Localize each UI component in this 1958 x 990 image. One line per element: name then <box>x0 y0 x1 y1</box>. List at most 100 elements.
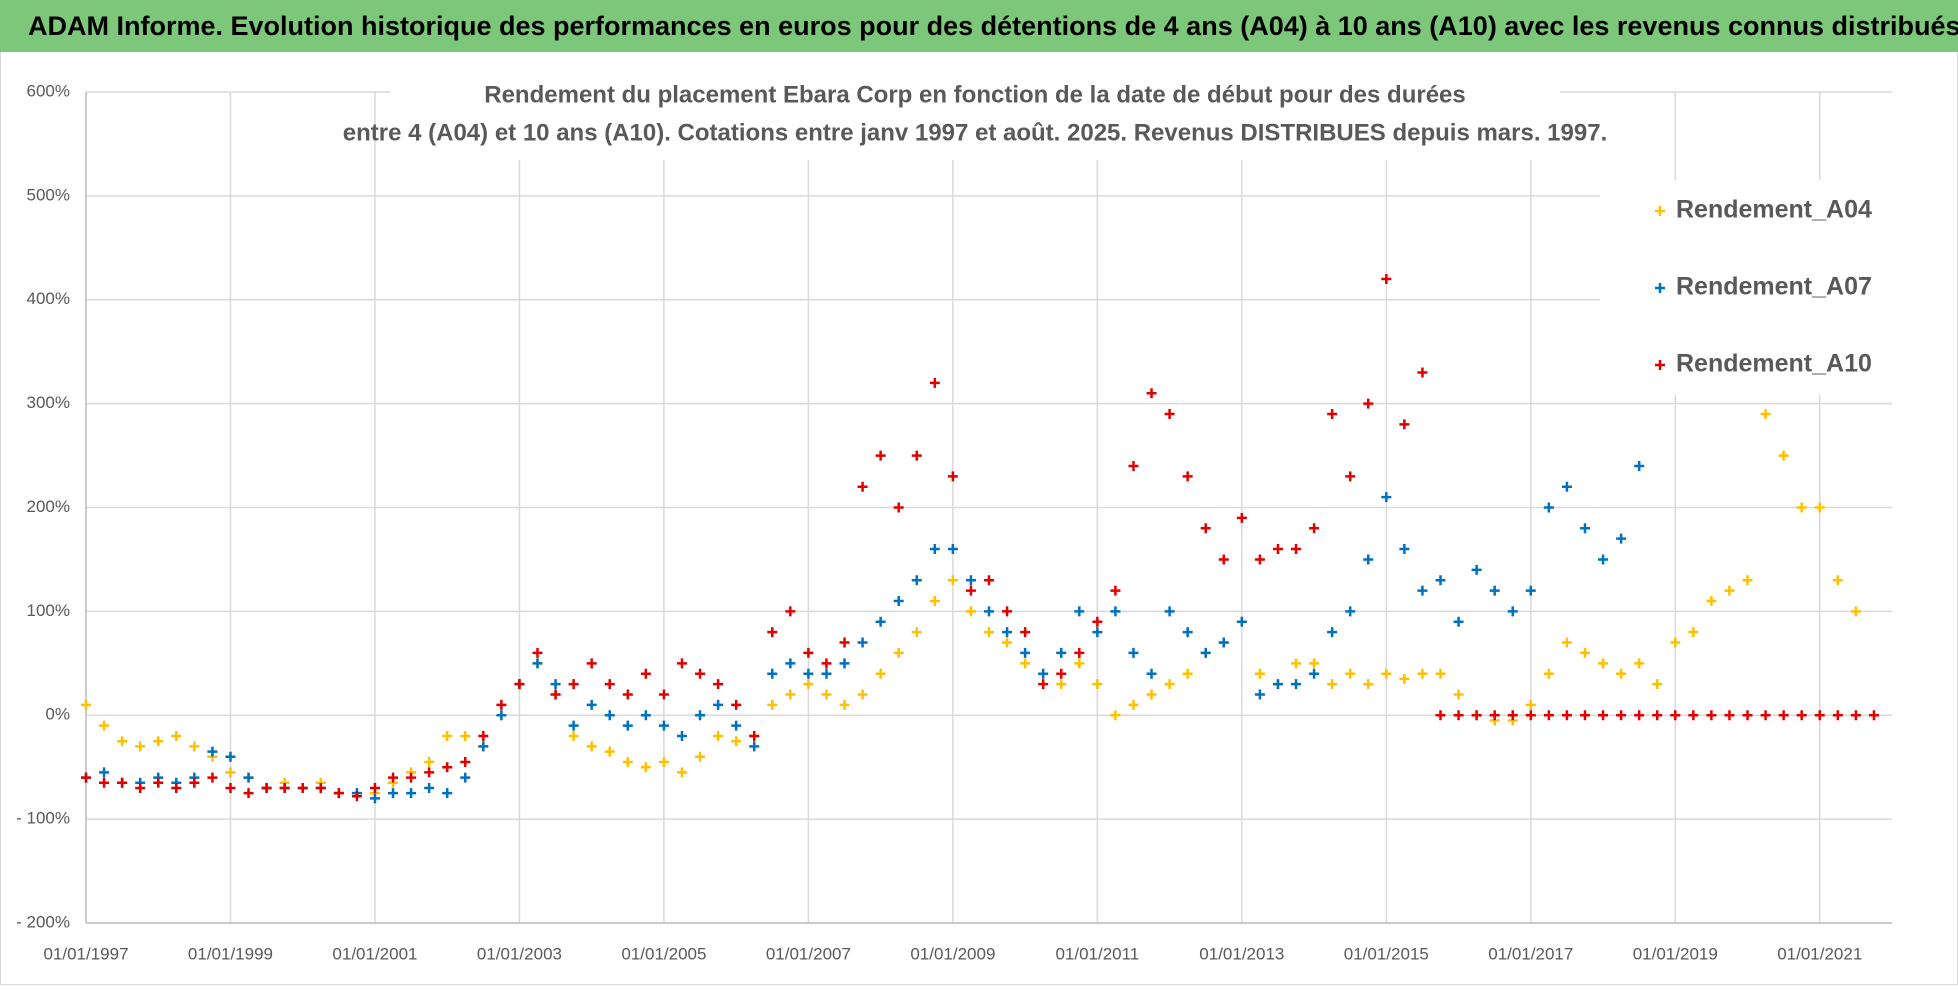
legend-label: Rendement_A07 <box>1676 273 1872 301</box>
point <box>731 699 742 710</box>
point <box>1832 575 1843 586</box>
point <box>406 788 417 799</box>
point <box>1092 679 1103 690</box>
point <box>279 782 290 793</box>
point <box>984 575 994 586</box>
point <box>658 756 669 767</box>
point <box>297 782 308 793</box>
point <box>1345 668 1356 679</box>
point <box>1092 616 1103 627</box>
point <box>803 679 814 690</box>
point <box>911 575 922 586</box>
point <box>1218 637 1229 648</box>
point <box>1814 710 1825 721</box>
point <box>1507 606 1518 617</box>
point <box>207 746 218 757</box>
x-tick-label: 01/01/1999 <box>188 944 273 963</box>
point <box>893 502 904 513</box>
point <box>1218 554 1229 565</box>
point <box>676 731 687 742</box>
point <box>911 627 922 638</box>
point <box>767 627 778 638</box>
point <box>189 777 200 788</box>
point <box>99 777 110 788</box>
point <box>406 772 417 783</box>
point <box>676 658 687 669</box>
point <box>857 481 868 492</box>
point <box>496 699 507 710</box>
point <box>388 772 399 783</box>
point <box>929 595 940 606</box>
point <box>1146 668 1157 679</box>
point <box>1128 699 1139 710</box>
point <box>1399 673 1410 684</box>
point <box>1435 668 1446 679</box>
point <box>1850 606 1861 617</box>
point <box>369 793 380 804</box>
point <box>1291 679 1302 690</box>
point <box>568 731 579 742</box>
point <box>1688 627 1699 638</box>
legend-label: Rendement_A04 <box>1676 196 1872 224</box>
point <box>315 782 326 793</box>
point <box>1020 627 1031 638</box>
point <box>1002 637 1013 648</box>
point <box>1778 450 1789 461</box>
point <box>1363 679 1374 690</box>
point <box>857 637 868 648</box>
point <box>695 710 706 721</box>
point <box>1309 668 1320 679</box>
point <box>117 736 128 747</box>
point <box>893 595 904 606</box>
y-tick-label: 300% <box>27 393 70 412</box>
point <box>1616 533 1627 544</box>
point <box>1074 606 1085 617</box>
y-tick-label: 200% <box>27 497 70 516</box>
legend-marker <box>1655 360 1665 370</box>
point <box>1074 647 1085 658</box>
point <box>1309 658 1320 669</box>
point <box>460 731 471 742</box>
point <box>117 777 128 788</box>
point <box>1146 388 1157 399</box>
point <box>1236 616 1247 627</box>
point <box>1002 627 1013 638</box>
point <box>713 679 724 690</box>
point <box>604 746 615 757</box>
point <box>1814 502 1825 513</box>
point <box>1688 710 1699 721</box>
point <box>785 658 796 669</box>
point <box>984 627 994 638</box>
x-tick-label: 01/01/2001 <box>332 944 417 963</box>
point <box>875 616 886 627</box>
point <box>1652 679 1663 690</box>
point <box>478 741 489 752</box>
point <box>261 782 272 793</box>
point <box>1200 647 1211 658</box>
point <box>1634 658 1645 669</box>
point <box>243 788 254 799</box>
x-tick-label: 01/01/2019 <box>1633 944 1718 963</box>
point <box>658 720 669 731</box>
point <box>1381 492 1392 503</box>
point <box>622 689 633 700</box>
point <box>1652 710 1663 721</box>
point <box>568 720 579 731</box>
point <box>1543 502 1554 513</box>
point <box>839 699 850 710</box>
point <box>1020 647 1031 658</box>
point <box>225 751 236 762</box>
point <box>803 647 814 658</box>
point <box>1254 554 1265 565</box>
point <box>1381 273 1392 284</box>
point <box>1742 575 1753 586</box>
point <box>1363 398 1374 409</box>
point <box>1327 409 1338 420</box>
point <box>875 668 886 679</box>
y-tick-label: 0% <box>45 705 70 724</box>
chart-subtitle: Rendement du placement Ebara Corp en fon… <box>484 81 1466 108</box>
point <box>1598 710 1609 721</box>
point <box>171 731 182 742</box>
